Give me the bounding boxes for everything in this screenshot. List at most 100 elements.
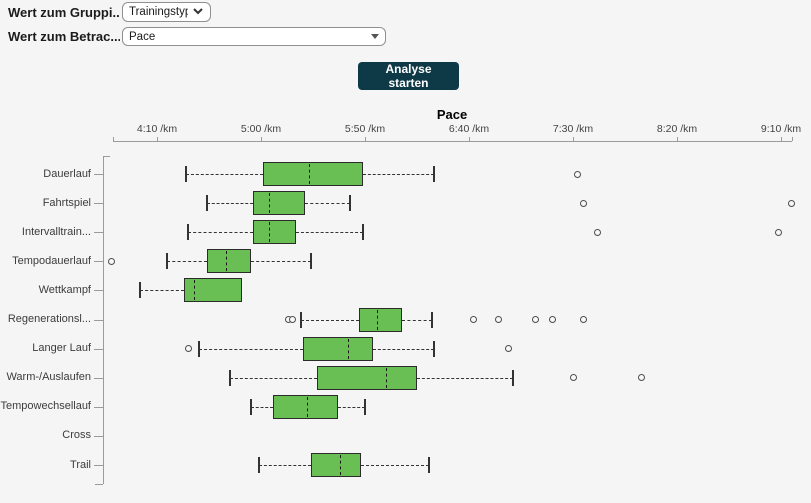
outlier-point[interactable] (573, 170, 581, 178)
whisker-right-cap (432, 340, 435, 357)
whisker-left (229, 377, 318, 379)
box[interactable] (358, 307, 403, 332)
category-label: Wettkampf (38, 283, 91, 296)
category-label: Langer Lauf (32, 342, 91, 355)
outlier-point[interactable] (569, 374, 577, 382)
whisker-left (206, 203, 253, 205)
whisker-left-cap (166, 253, 169, 270)
box[interactable] (310, 453, 361, 477)
median-line (269, 193, 271, 214)
median-line (306, 396, 308, 417)
whisker-right-cap (309, 253, 312, 270)
measure-label: Wert zum Betrac... (8, 29, 120, 44)
outlier-point[interactable] (184, 345, 192, 353)
outlier-point[interactable] (638, 374, 646, 382)
outlier-point[interactable] (787, 199, 795, 207)
chart-title: Pace (436, 107, 468, 122)
category-label: Trail (70, 458, 91, 471)
category-tick (94, 174, 103, 175)
box[interactable] (252, 220, 297, 245)
whisker-right (304, 203, 351, 205)
x-tick (781, 137, 782, 141)
start-analysis-button[interactable]: Analyse starten (358, 62, 459, 90)
x-tick-label: 9:10 /km (760, 123, 802, 135)
outlier-point[interactable] (775, 228, 783, 236)
y-axis-bottom-cap (95, 484, 103, 485)
whisker-left-cap (139, 282, 142, 299)
outlier-point[interactable] (107, 257, 115, 265)
median-line (308, 164, 310, 184)
category-tick (94, 232, 103, 234)
outlier-point[interactable] (494, 316, 502, 323)
median-line (377, 309, 379, 330)
median-line (385, 367, 387, 388)
x-axis-endcap (113, 137, 114, 141)
box[interactable] (206, 249, 251, 274)
x-axis-endcap (792, 137, 793, 141)
box[interactable] (252, 191, 305, 216)
whisker-left (140, 290, 185, 292)
category-label: Tempodauerlauf (12, 254, 91, 267)
measure-select-value: Pace (129, 30, 156, 43)
x-tick-label: 5:00 /km (240, 123, 282, 135)
x-tick-label: 5:50 /km (344, 123, 386, 135)
median-line (340, 455, 342, 475)
category-tick (94, 203, 103, 205)
whisker-right (296, 232, 363, 234)
x-tick (677, 137, 678, 141)
median-line (348, 338, 350, 359)
category-label: Dauerlauf (43, 167, 91, 180)
measure-select[interactable]: Pace (122, 27, 386, 46)
outlier-point[interactable] (579, 316, 587, 323)
whisker-right-cap (511, 369, 514, 386)
whisker-right (402, 319, 432, 321)
category-tick (94, 290, 103, 292)
outlier-point[interactable] (288, 316, 296, 323)
whisker-left (167, 261, 207, 263)
box[interactable] (263, 162, 363, 186)
x-tick-label: 7:30 /km (552, 123, 594, 135)
box[interactable] (273, 394, 338, 419)
category-tick (94, 377, 103, 379)
whisker-right-cap (361, 224, 364, 241)
whisker-right-cap (432, 166, 435, 182)
x-tick-label: 8:20 /km (656, 123, 698, 135)
grouping-select-value: Trainingstyp (129, 6, 188, 18)
category-tick (94, 261, 103, 263)
outlier-point[interactable] (505, 345, 513, 353)
x-tick (469, 137, 470, 141)
category-label: Cross (62, 429, 91, 442)
whisker-right-cap (430, 311, 433, 328)
whisker-left (198, 348, 303, 350)
whisker-left-cap (205, 195, 208, 212)
whisker-right-cap (364, 398, 366, 415)
category-label: Tempowechsellauf (0, 400, 92, 413)
outlier-point[interactable] (579, 199, 587, 207)
x-tick (157, 137, 158, 141)
x-tick (261, 137, 262, 141)
box[interactable] (302, 336, 374, 361)
whisker-right-cap (349, 195, 352, 212)
whisker-right (417, 377, 513, 379)
category-label: Regenerationsl... (7, 313, 91, 325)
whisker-right (362, 174, 434, 175)
box[interactable] (317, 365, 417, 390)
whisker-left (300, 319, 359, 321)
median-line (194, 280, 196, 301)
x-tick (365, 137, 366, 141)
outlier-point[interactable] (594, 228, 602, 236)
whisker-left-cap (299, 311, 302, 328)
whisker-right (360, 465, 430, 466)
box[interactable] (184, 278, 243, 303)
whisker-right (373, 348, 434, 350)
grouping-select[interactable]: Trainingstyp (122, 2, 211, 22)
outlier-point[interactable] (548, 316, 556, 323)
whisker-left-cap (185, 166, 188, 182)
whisker-left (186, 174, 264, 175)
outlier-point[interactable] (469, 316, 477, 323)
median-line (269, 222, 271, 243)
outlier-point[interactable] (532, 316, 540, 323)
whisker-left-cap (197, 340, 200, 357)
grouping-label: Wert zum Gruppi... (8, 5, 120, 20)
